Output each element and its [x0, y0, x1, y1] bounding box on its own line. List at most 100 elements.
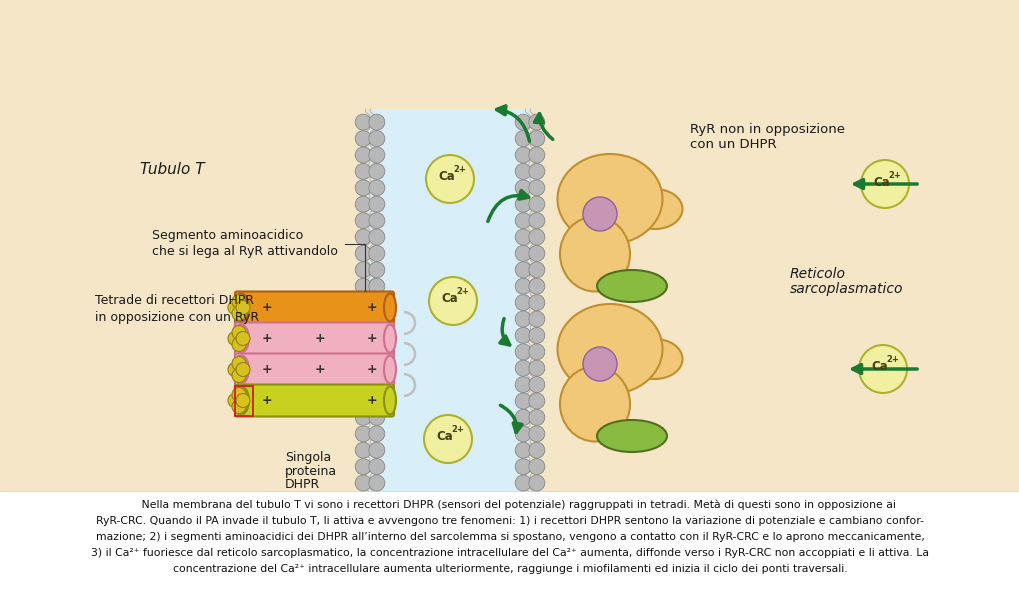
Circle shape — [356, 246, 371, 261]
Text: +: + — [367, 332, 377, 345]
Circle shape — [424, 415, 472, 463]
Circle shape — [529, 311, 545, 327]
Circle shape — [516, 409, 531, 425]
Circle shape — [529, 377, 545, 392]
Circle shape — [232, 295, 246, 308]
FancyBboxPatch shape — [235, 322, 394, 355]
Ellipse shape — [560, 216, 630, 292]
Text: 2+: 2+ — [453, 165, 467, 174]
Circle shape — [529, 114, 545, 130]
Text: Segmento aminoacidico: Segmento aminoacidico — [152, 229, 304, 243]
Circle shape — [369, 459, 385, 474]
Circle shape — [232, 400, 246, 413]
Text: 3) il Ca²⁺ fuoriesce dal reticolo sarcoplasmatico, la concentrazione intracellul: 3) il Ca²⁺ fuoriesce dal reticolo sarcop… — [91, 548, 929, 558]
Circle shape — [356, 114, 371, 130]
Text: 2+: 2+ — [457, 288, 470, 297]
FancyBboxPatch shape — [235, 353, 394, 386]
Circle shape — [516, 311, 531, 327]
Circle shape — [529, 213, 545, 229]
Circle shape — [356, 196, 371, 212]
Circle shape — [356, 262, 371, 278]
Circle shape — [516, 328, 531, 343]
Circle shape — [356, 393, 371, 409]
Text: Tetrade di recettori DHPR: Tetrade di recettori DHPR — [95, 295, 254, 307]
Circle shape — [516, 295, 531, 311]
Text: concentrazione del Ca²⁺ intracellulare aumenta ulteriormente, raggiunge i miofil: concentrazione del Ca²⁺ intracellulare a… — [172, 564, 848, 574]
Circle shape — [516, 442, 531, 458]
Circle shape — [356, 344, 371, 360]
Circle shape — [356, 180, 371, 196]
Ellipse shape — [557, 154, 662, 244]
FancyBboxPatch shape — [235, 292, 394, 323]
Circle shape — [356, 295, 371, 311]
Circle shape — [236, 362, 250, 377]
Circle shape — [356, 328, 371, 343]
Circle shape — [228, 362, 242, 377]
Circle shape — [516, 262, 531, 278]
Text: proteina: proteina — [285, 464, 337, 477]
Circle shape — [529, 262, 545, 278]
Circle shape — [369, 360, 385, 376]
Ellipse shape — [628, 339, 683, 379]
Ellipse shape — [628, 189, 683, 229]
FancyArrowPatch shape — [500, 319, 510, 345]
Circle shape — [369, 262, 385, 278]
Circle shape — [369, 246, 385, 261]
FancyArrowPatch shape — [488, 190, 529, 222]
Circle shape — [236, 394, 250, 407]
Circle shape — [516, 180, 531, 196]
Circle shape — [516, 475, 531, 491]
Text: Nella membrana del tubulo T vi sono i recettori DHPR (sensori del potenziale) ra: Nella membrana del tubulo T vi sono i re… — [124, 500, 896, 510]
Circle shape — [369, 114, 385, 130]
Circle shape — [516, 147, 531, 163]
Text: RyR-CRC. Quando il PA invade il tubulo T, li attiva e avvengono tre fenomeni: 1): RyR-CRC. Quando il PA invade il tubulo T… — [96, 516, 924, 526]
Circle shape — [369, 131, 385, 147]
Circle shape — [369, 213, 385, 229]
Ellipse shape — [384, 355, 396, 383]
Circle shape — [369, 377, 385, 392]
Text: 2+: 2+ — [889, 171, 902, 180]
FancyBboxPatch shape — [235, 385, 394, 416]
Text: 2+: 2+ — [887, 355, 900, 365]
Ellipse shape — [233, 325, 249, 352]
Circle shape — [232, 388, 246, 401]
Circle shape — [516, 229, 531, 245]
Circle shape — [529, 131, 545, 147]
Circle shape — [356, 278, 371, 294]
Ellipse shape — [233, 386, 249, 415]
Text: sarcoplasmatico: sarcoplasmatico — [790, 282, 904, 296]
Circle shape — [426, 155, 474, 203]
Circle shape — [516, 131, 531, 147]
Circle shape — [516, 246, 531, 261]
Circle shape — [356, 442, 371, 458]
Circle shape — [369, 328, 385, 343]
Circle shape — [516, 164, 531, 179]
Circle shape — [356, 409, 371, 425]
Ellipse shape — [597, 270, 667, 302]
Circle shape — [529, 426, 545, 442]
Text: +: + — [367, 363, 377, 376]
Circle shape — [516, 360, 531, 376]
Text: +: + — [367, 394, 377, 407]
Text: +: + — [262, 363, 272, 376]
Text: Tubulo T: Tubulo T — [140, 162, 205, 177]
Circle shape — [516, 196, 531, 212]
Circle shape — [529, 328, 545, 343]
Circle shape — [529, 278, 545, 294]
Ellipse shape — [560, 367, 630, 441]
Text: +: + — [262, 301, 272, 314]
Circle shape — [529, 246, 545, 261]
Circle shape — [369, 229, 385, 245]
Ellipse shape — [384, 325, 396, 352]
Text: Singola: Singola — [285, 450, 331, 464]
Bar — [235, 386, 253, 416]
Circle shape — [516, 426, 531, 442]
Circle shape — [369, 196, 385, 212]
Circle shape — [529, 164, 545, 179]
Circle shape — [516, 459, 531, 474]
Circle shape — [516, 213, 531, 229]
Circle shape — [228, 394, 242, 407]
Text: +: + — [314, 363, 325, 376]
Text: +: + — [262, 394, 272, 407]
Circle shape — [369, 311, 385, 327]
